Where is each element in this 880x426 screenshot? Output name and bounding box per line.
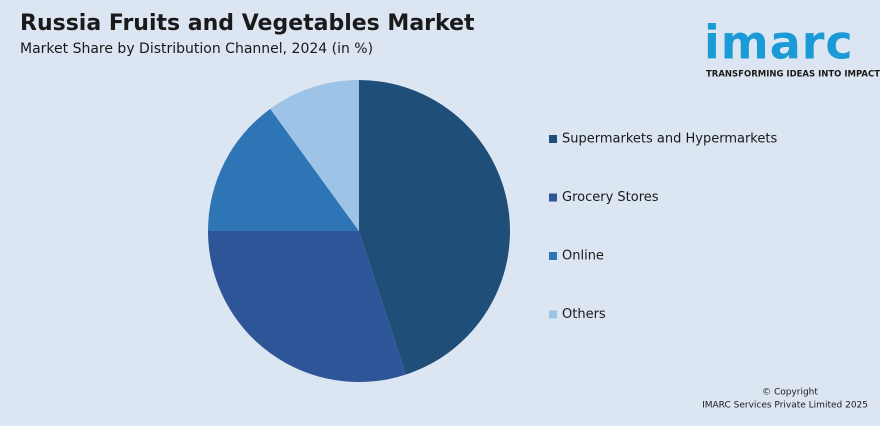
copyright: © Copyright [762,388,818,398]
legend-swatch [549,135,557,143]
logo-text: imarc [704,16,854,70]
legend-label: Grocery Stores [562,190,659,205]
legend-swatch [549,310,557,319]
legend-swatch [549,193,557,202]
legend-label: Online [562,249,604,264]
pie-slice [208,108,359,231]
pie-slice [270,80,359,231]
chart-subtitle: Market Share by Distribution Channel, 20… [20,41,373,57]
legend: Supermarkets and Hypermarkets Grocery Sto… [549,132,777,322]
legend-label: Supermarkets and Hypermarkets [562,132,777,147]
legend-swatch [549,252,557,260]
legend-label: Others [562,307,606,322]
pie-slice [359,80,510,375]
logo-tagline: TRANSFORMING IDEAS INTO IMPACT [706,70,880,80]
chart-title: Russia Fruits and Vegetables Market [20,11,475,36]
pie [208,80,510,382]
pie-slice [208,231,406,382]
company: IMARC Services Private Limited 2025 [702,401,868,411]
